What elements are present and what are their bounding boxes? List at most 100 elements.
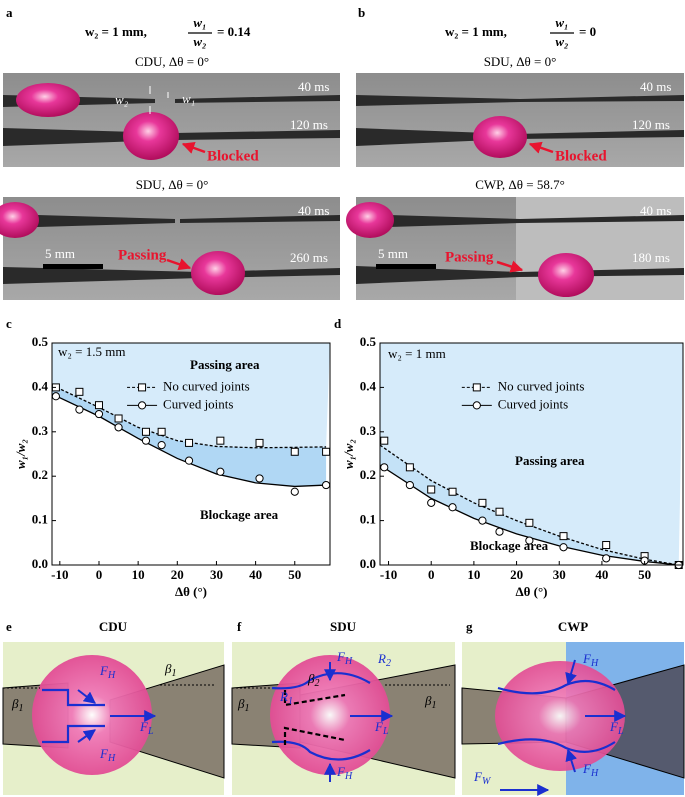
y-tick-label: 0.1 [32, 512, 48, 527]
marker [405, 463, 414, 472]
marker [51, 392, 61, 401]
marker [157, 441, 166, 450]
droplet [32, 655, 152, 775]
photo [3, 197, 340, 300]
label-main: F [374, 719, 384, 734]
marker [94, 401, 103, 410]
droplet [0, 202, 39, 238]
time-label: 260 ms [290, 250, 328, 265]
panel-letter: f [237, 619, 242, 634]
legend-marker [137, 401, 147, 410]
label-main: F [582, 761, 592, 776]
droplet [16, 83, 80, 117]
arrow [181, 141, 206, 154]
diagram-label: FL [609, 719, 624, 737]
diagram-label: R2 [377, 651, 391, 669]
arrow [166, 258, 192, 271]
label-main: F [609, 719, 619, 734]
marker [495, 507, 504, 516]
contact-line [42, 688, 105, 744]
marker [478, 498, 487, 507]
x-tick-label: 0 [96, 567, 103, 582]
label-main: F [139, 719, 149, 734]
marker [322, 447, 331, 456]
header-den: w₂ [555, 34, 568, 49]
panel-a: a w₂ = 1 mm, w₁ w₂ = 0.14 CDU, Δθ = 0° 4… [0, 5, 340, 300]
marker [427, 485, 436, 494]
diagram-label: β1 [237, 696, 249, 714]
contact-line [271, 672, 371, 761]
label-sub: H [107, 670, 116, 681]
diagram-label: FH [336, 649, 353, 667]
droplet [123, 112, 179, 160]
label-main: β [237, 696, 245, 711]
fit-line [379, 464, 679, 566]
marker [216, 436, 225, 445]
label-sub: 1 [288, 696, 293, 707]
note: Passing [445, 249, 494, 265]
legend-marker [472, 401, 481, 410]
x-tick-label: -10 [51, 567, 68, 582]
marker [405, 480, 414, 490]
diagram-label: FH [99, 746, 116, 764]
label-sub: 1 [171, 668, 176, 679]
x-axis-label: Δθ (°) [515, 584, 547, 599]
y-tick-label: 0.2 [32, 467, 48, 482]
scale-label: 5 mm [378, 246, 408, 261]
marker [602, 541, 611, 550]
needle [520, 95, 684, 102]
panel-letter: a [6, 5, 13, 20]
fit-line [51, 384, 327, 449]
plot-frame [379, 342, 684, 566]
y-axis-label: w₁/w₂ [13, 439, 28, 469]
x-tick-label: 0 [428, 567, 435, 582]
legend-label: No curved joints [498, 378, 585, 393]
marker [478, 516, 487, 525]
channel-outline [283, 690, 346, 745]
marker [255, 474, 264, 483]
diagram-label: R1 [279, 689, 293, 707]
width-label: w₁ [182, 91, 195, 106]
scale-label: 5 mm [45, 246, 75, 261]
time-label: 40 ms [298, 203, 329, 218]
needle [356, 95, 520, 106]
needle [515, 130, 684, 139]
panel-letter: e [6, 619, 12, 634]
droplet [538, 253, 594, 297]
x-tick-label: -10 [380, 567, 397, 582]
y-tick-label: 0.0 [360, 556, 376, 571]
label-main: β [424, 693, 432, 708]
scale-bar [376, 264, 436, 269]
label-sub: L [147, 726, 154, 737]
marker [525, 536, 534, 545]
marker [448, 503, 457, 512]
label-main: R [279, 689, 288, 704]
annotation: Blockage area [470, 538, 549, 553]
time-label: 120 ms [632, 117, 670, 132]
legend-label: Curved joints [498, 396, 568, 411]
marker [185, 438, 194, 447]
marker [380, 436, 389, 445]
time-label: 40 ms [298, 79, 329, 94]
marker [525, 518, 534, 527]
force-arrow [565, 748, 577, 773]
label-sub: H [344, 656, 353, 667]
droplet [473, 116, 527, 158]
legend-marker [138, 383, 147, 392]
y-tick-label: 0.3 [360, 423, 377, 438]
label-main: F [473, 769, 483, 784]
y-tick-label: 0.4 [360, 378, 377, 393]
note: Blocked [207, 148, 259, 164]
marker [141, 427, 150, 436]
marker [75, 387, 84, 396]
panel-title: SDU [330, 619, 357, 634]
label-main: F [99, 746, 109, 761]
header-num: w₁ [193, 15, 206, 30]
photo [356, 73, 684, 167]
force-arrow [77, 729, 96, 743]
transition-area [52, 385, 327, 487]
label-main: F [99, 663, 109, 678]
annotation: Blockage area [200, 507, 279, 522]
panel-letter: b [358, 5, 365, 20]
